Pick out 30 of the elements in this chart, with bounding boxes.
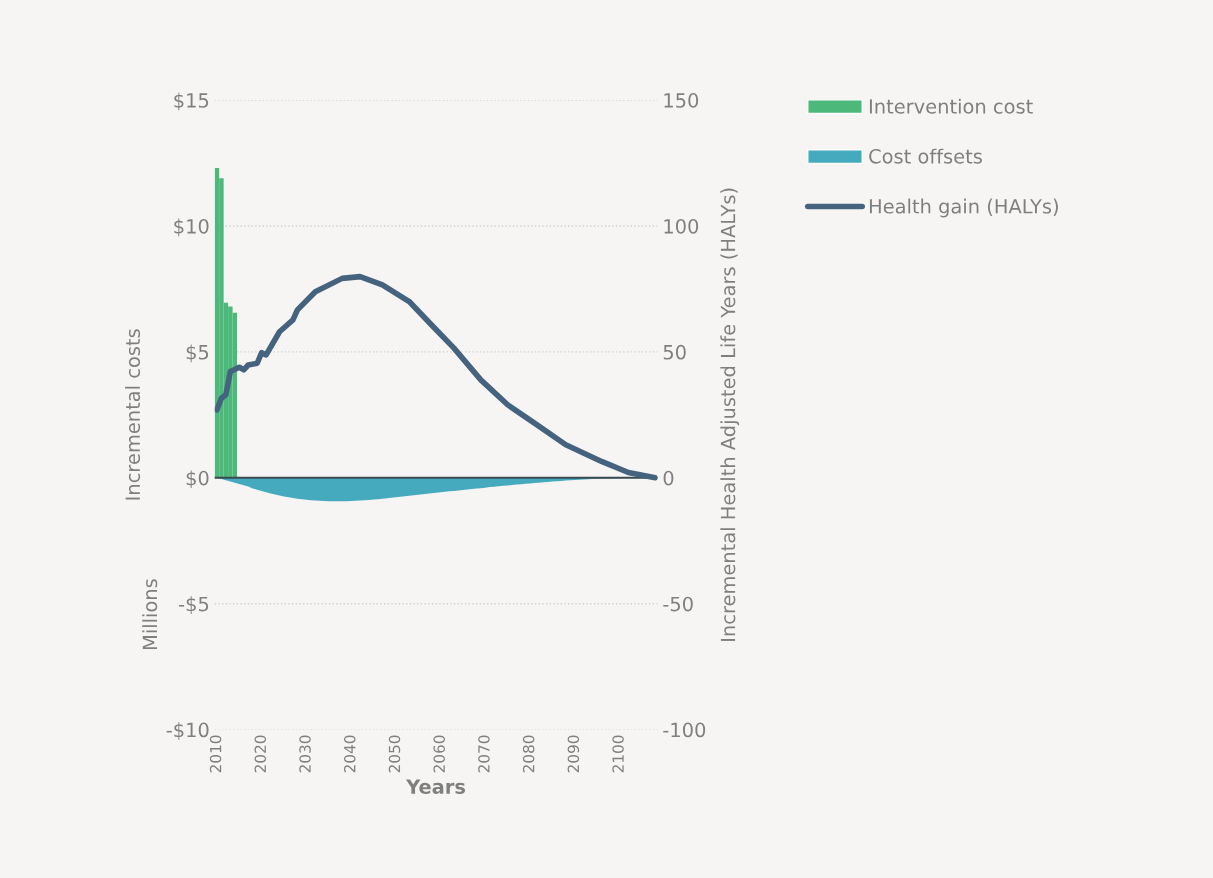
y-tick-label: $0 <box>186 470 209 489</box>
legend-label: Intervention cost <box>869 98 1033 114</box>
y2-tick-label: 100 <box>664 218 699 234</box>
y2-tick-label: 150 <box>664 93 699 108</box>
y2-tick-label: 0 <box>663 470 674 486</box>
legend-label: Cost offsets <box>869 148 982 164</box>
y-tick-label: $10 <box>174 218 209 237</box>
x-tick-label: 2050 <box>388 735 401 773</box>
y-tick-label: -$10 <box>166 722 209 740</box>
y2-tick-label: 50 <box>663 344 686 360</box>
y-axis-title: Incremental costs <box>125 329 141 500</box>
x-tick-label: 2010 <box>209 735 222 773</box>
x-tick-label: 2080 <box>522 735 535 773</box>
x-tick-label: 2030 <box>299 735 311 773</box>
y2-tick-label: -100 <box>663 722 706 738</box>
y-tick-label: $15 <box>174 92 209 111</box>
x-tick-label: 2060 <box>433 735 445 773</box>
legend-label: Health gain (HALYs) <box>869 198 1058 218</box>
x-axis-title: Years <box>405 779 466 794</box>
x-tick-label: 2020 <box>254 735 267 773</box>
y2-tick-label: -50 <box>663 596 693 612</box>
x-tick-label: 2040 <box>343 735 356 773</box>
x-tick-label: 2100 <box>612 735 624 773</box>
y-tick-label: $5 <box>186 344 209 363</box>
y2-axis-title: Incremental Health Adjusted Life Years (HALYs) <box>720 188 740 641</box>
x-tick-label: 2090 <box>567 735 580 773</box>
x-tick-label: 2070 <box>478 735 490 773</box>
text: Millions <box>142 579 158 650</box>
bar <box>228 306 233 478</box>
y-tick-label: -$5 <box>179 596 209 614</box>
